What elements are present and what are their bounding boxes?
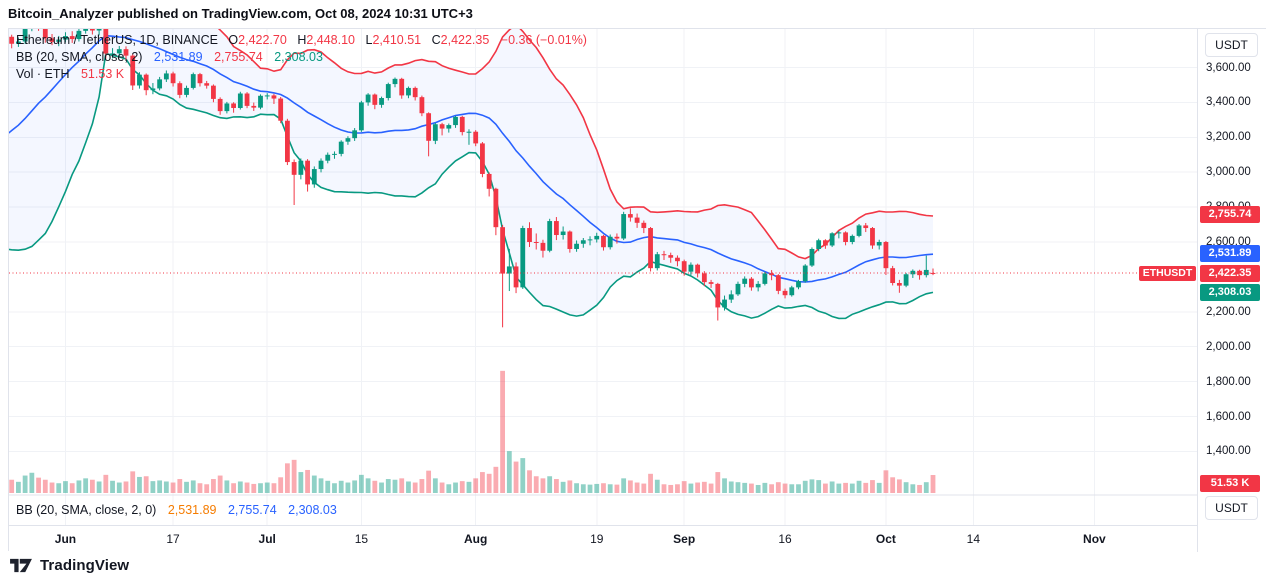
high-label: H: [297, 33, 307, 47]
low-value: 2,410.51: [372, 33, 422, 47]
currency-button-bottom[interactable]: USDT: [1205, 496, 1258, 520]
high-value: 2,448.10: [306, 33, 356, 47]
bb-lower-band-line: [9, 52, 934, 320]
bottom-bb-lower-value: 2,308.03: [288, 503, 337, 517]
volume-badge: 51.53 K: [1200, 475, 1260, 492]
time-tick-label: Nov: [1083, 532, 1106, 546]
tradingview-brand-text: TradingView: [40, 557, 130, 574]
price-axis[interactable]: USDT 3,600.003,400.003,200.003,000.002,8…: [1197, 29, 1266, 552]
time-tick-label: 19: [590, 532, 604, 546]
bottom-bb-upper-value: 2,755.74: [227, 503, 277, 517]
price-badge: 2,308.03: [1200, 284, 1260, 302]
close-value: 2,422.35: [440, 33, 490, 47]
time-tick-label: Sep: [673, 532, 696, 546]
price-tick-label: 3,000.00: [1206, 166, 1251, 179]
price-tick-label: 1,800.00: [1206, 375, 1251, 388]
price-badge: 2,422.35: [1200, 264, 1260, 282]
chart-widget: Ethereum / TetherUS, 1D, BINANCE O2,422.…: [8, 28, 1266, 552]
symbol-title: Ethereum / TetherUS, 1D, BINANCE: [16, 33, 218, 47]
bottom-bb-basis-value: 2,531.89: [167, 503, 217, 517]
price-tick-label: 2,200.00: [1206, 305, 1251, 318]
bottom-bb-legend-row: BB (20, SMA, close, 2, 0) 2,531.89 2,755…: [16, 502, 337, 519]
price-tick-label: 1,400.00: [1206, 445, 1251, 458]
time-tick-label: Jun: [54, 532, 77, 546]
open-value: 2,422.70: [238, 33, 287, 47]
time-tick-label: 16: [778, 532, 792, 546]
volume-title: Vol · ETH: [16, 67, 70, 81]
time-tick-label: Aug: [464, 532, 488, 546]
time-tick-label: 17: [166, 532, 180, 546]
bb-upper-value: 2,755.74: [214, 50, 263, 64]
price-tick-label: 2,600.00: [1206, 236, 1251, 248]
volume-value: 51.53 K: [80, 67, 125, 81]
volume-legend-row: Vol · ETH 51.53 K: [16, 66, 124, 83]
symbol-price-label: ETHUSDT: [1139, 266, 1196, 281]
tradingview-attribution[interactable]: TradingView: [10, 557, 129, 574]
bottom-bb-title: BB (20, SMA, close, 2, 0): [16, 503, 157, 517]
time-axis[interactable]: Jun 17 Jul 15 Aug 19 Sep 16 Oct 14 Nov: [9, 525, 1197, 551]
tradingview-logo-icon: [10, 558, 32, 573]
candlestick-series: [9, 29, 936, 328]
change-value: −0.36 (−0.01%): [500, 33, 587, 47]
price-badge: 2,531.89: [1200, 245, 1260, 263]
time-tick-label: 15: [354, 532, 369, 546]
close-label: C: [431, 33, 441, 47]
chart-canvas[interactable]: [9, 29, 1197, 525]
price-tick-label: 3,200.00: [1206, 131, 1251, 144]
publication-header: Bitcoin_Analyzer published on TradingVie…: [8, 6, 473, 21]
bb-legend-row: BB (20, SMA, close, 2) 2,531.89 2,755.74…: [16, 49, 323, 66]
main-legend-row: Ethereum / TetherUS, 1D, BINANCE O2,422.…: [16, 32, 587, 49]
price-tick-label: 3,400.00: [1206, 96, 1251, 109]
time-tick-label: Oct: [875, 532, 896, 546]
bb-upper-band-line: [217, 29, 934, 260]
time-tick-label: 14: [966, 532, 981, 546]
price-tick-label: 1,600.00: [1206, 410, 1251, 423]
bb-indicator-title: BB (20, SMA, close, 2): [16, 50, 143, 64]
chart-pane[interactable]: Ethereum / TetherUS, 1D, BINANCE O2,422.…: [9, 29, 1197, 525]
open-label: O: [228, 33, 239, 47]
bb-lower-value: 2,308.03: [274, 50, 323, 64]
price-badge: 2,755.74: [1200, 206, 1260, 224]
bb-fill: [9, 29, 933, 319]
price-tick-label: 2,000.00: [1206, 340, 1251, 353]
volume-series: [9, 370, 936, 493]
bb-basis-value: 2,531.89: [153, 50, 203, 64]
low-label: L: [365, 33, 373, 47]
currency-button-top[interactable]: USDT: [1205, 33, 1258, 57]
time-tick-label: Jul: [258, 532, 276, 546]
price-tick-label: 3,600.00: [1206, 61, 1251, 74]
